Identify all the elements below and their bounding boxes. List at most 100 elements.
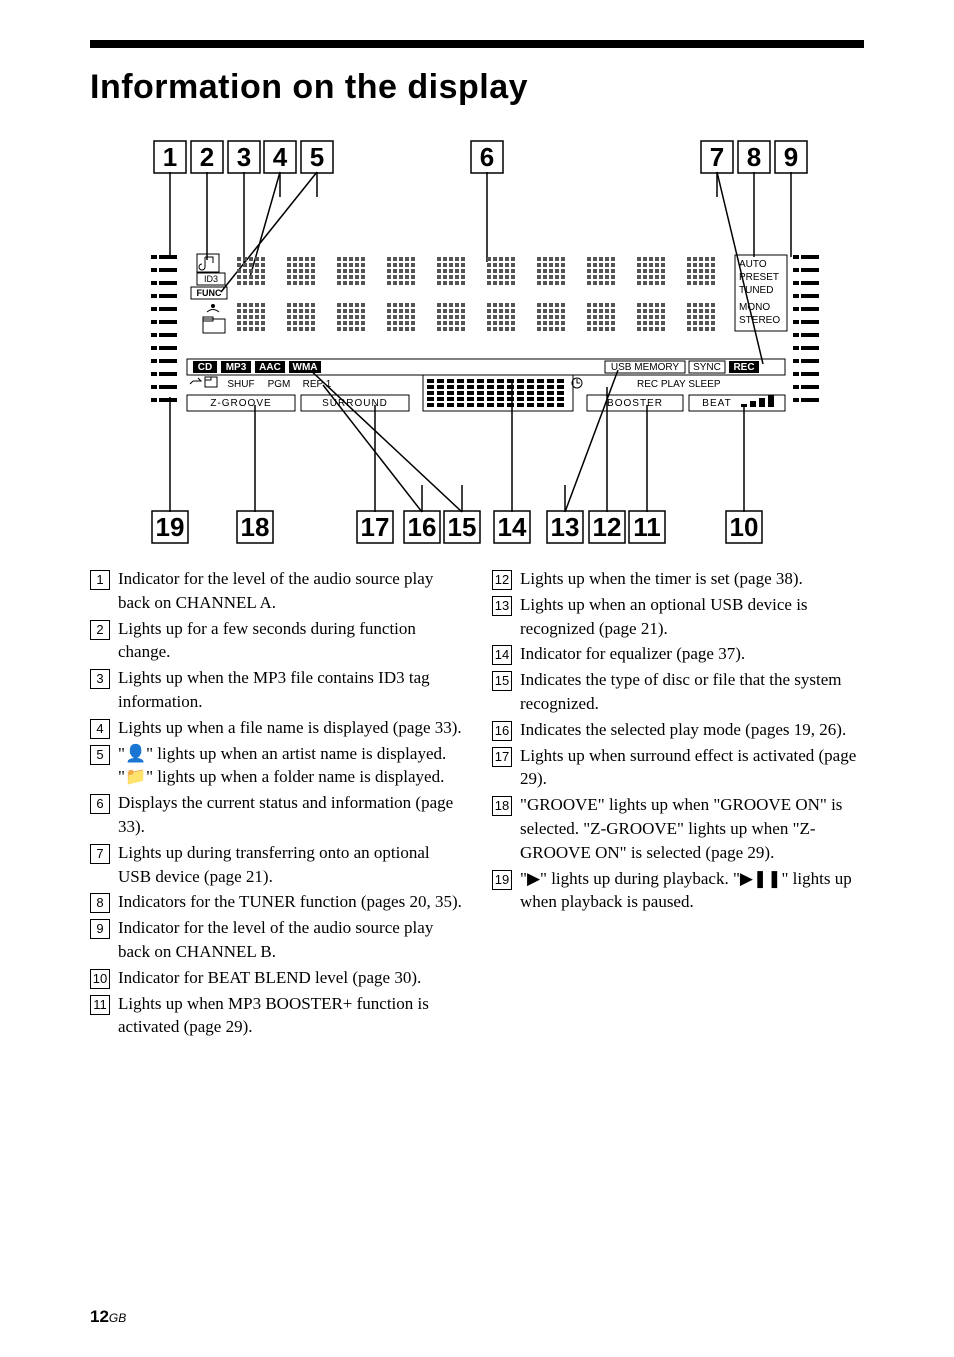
svg-text:REC PLAY SLEEP: REC PLAY SLEEP <box>637 379 721 390</box>
list-item: 19 "▶" lights up during playback. "▶❚❚" l… <box>492 867 864 915</box>
item-text: Indicator for equalizer (page 37). <box>520 642 864 666</box>
item-text: "GROOVE" lights up when "GROOVE ON" is s… <box>520 793 864 864</box>
list-item: 15 Indicates the type of disc or file tha… <box>492 668 864 716</box>
item-text: Indicator for the level of the audio sou… <box>118 567 462 615</box>
index-box: 17 <box>492 747 512 767</box>
list-item: 16 Indicates the selected play mode (page… <box>492 718 864 742</box>
item-text: Lights up when an optional USB device is… <box>520 593 864 641</box>
list-item: 10 Indicator for BEAT BLEND level (page 3… <box>90 966 462 990</box>
list-item: 7 Lights up during transferring onto an o… <box>90 841 462 889</box>
svg-text:4: 4 <box>273 142 288 172</box>
display-diagram: 123456789 19181716151413121110 ID3 <box>127 137 827 547</box>
item-text: Lights up when the timer is set (page 38… <box>520 567 864 591</box>
svg-text:7: 7 <box>710 142 724 172</box>
index-box: 7 <box>90 844 110 864</box>
list-item: 11 Lights up when MP3 BOOSTER+ function i… <box>90 992 462 1040</box>
list-item: 17 Lights up when surround effect is acti… <box>492 744 864 792</box>
svg-text:9: 9 <box>784 142 798 172</box>
display-svg: 123456789 19181716151413121110 ID3 <box>127 137 827 547</box>
page-number: 12GB <box>90 1307 126 1327</box>
list-item: 12 Lights up when the timer is set (page … <box>492 567 864 591</box>
item-text: Indicators for the TUNER function (pages… <box>118 890 462 914</box>
list-item: 4 Lights up when a file name is displayed… <box>90 716 462 740</box>
svg-text:18: 18 <box>241 512 270 542</box>
svg-text:PRESET: PRESET <box>739 272 779 283</box>
svg-text:14: 14 <box>498 512 527 542</box>
index-box: 14 <box>492 645 512 665</box>
svg-text:REP 1: REP 1 <box>303 379 332 390</box>
svg-text:STEREO: STEREO <box>739 315 780 326</box>
svg-text:REC: REC <box>733 362 754 373</box>
item-text: Lights up when a file name is displayed … <box>118 716 462 740</box>
svg-text:BEAT: BEAT <box>702 398 731 409</box>
index-box: 2 <box>90 620 110 640</box>
list-item: 5 "👤" lights up when an artist name is di… <box>90 742 462 790</box>
item-text: Lights up during transferring onto an op… <box>118 841 462 889</box>
list-item: 13 Lights up when an optional USB device … <box>492 593 864 641</box>
svg-text:USB MEMORY: USB MEMORY <box>611 362 679 373</box>
list-item: 3 Lights up when the MP3 file contains ID… <box>90 666 462 714</box>
item-text: Indicator for the level of the audio sou… <box>118 916 462 964</box>
list-item: 6 Displays the current status and informa… <box>90 791 462 839</box>
left-column: 1 Indicator for the level of the audio so… <box>90 567 462 1041</box>
index-box: 4 <box>90 719 110 739</box>
svg-text:8: 8 <box>747 142 761 172</box>
index-box: 15 <box>492 671 512 691</box>
svg-text:WMA: WMA <box>293 362 318 373</box>
svg-text:FUNC: FUNC <box>197 288 222 298</box>
index-box: 13 <box>492 596 512 616</box>
svg-text:15: 15 <box>448 512 477 542</box>
svg-text:AAC: AAC <box>259 362 281 373</box>
svg-text:SHUF: SHUF <box>227 379 254 390</box>
item-text: Indicates the selected play mode (pages … <box>520 718 864 742</box>
svg-text:12: 12 <box>593 512 622 542</box>
item-text: Indicates the type of disc or file that … <box>520 668 864 716</box>
index-box: 12 <box>492 570 512 590</box>
svg-text:5: 5 <box>310 142 324 172</box>
list-item: 2 Lights up for a few seconds during func… <box>90 617 462 665</box>
item-text: "👤" lights up when an artist name is dis… <box>118 742 462 790</box>
svg-text:ID3: ID3 <box>204 274 218 284</box>
item-text: Indicator for BEAT BLEND level (page 30)… <box>118 966 462 990</box>
right-column: 12 Lights up when the timer is set (page … <box>492 567 864 1041</box>
svg-text:Z-GROOVE: Z-GROOVE <box>210 398 271 409</box>
index-box: 6 <box>90 794 110 814</box>
item-text: Lights up when MP3 BOOSTER+ function is … <box>118 992 462 1040</box>
svg-text:17: 17 <box>361 512 390 542</box>
svg-text:CD: CD <box>198 362 212 373</box>
index-box: 18 <box>492 796 512 816</box>
svg-text:19: 19 <box>156 512 185 542</box>
svg-text:SURROUND: SURROUND <box>322 398 388 409</box>
index-box: 19 <box>492 870 512 890</box>
svg-text:MP3: MP3 <box>226 362 247 373</box>
item-text: Lights up when surround effect is activa… <box>520 744 864 792</box>
item-text: Lights up for a few seconds during funct… <box>118 617 462 665</box>
svg-text:10: 10 <box>730 512 759 542</box>
item-text: "▶" lights up during playback. "▶❚❚" lig… <box>520 867 864 915</box>
svg-text:6: 6 <box>480 142 494 172</box>
svg-text:PGM: PGM <box>268 379 291 390</box>
list-item: 18 "GROOVE" lights up when "GROOVE ON" is… <box>492 793 864 864</box>
item-text: Lights up when the MP3 file contains ID3… <box>118 666 462 714</box>
index-box: 16 <box>492 721 512 741</box>
svg-text:3: 3 <box>237 142 251 172</box>
svg-text:MONO: MONO <box>739 302 770 313</box>
index-box: 8 <box>90 893 110 913</box>
index-box: 1 <box>90 570 110 590</box>
description-columns: 1 Indicator for the level of the audio so… <box>90 567 864 1041</box>
svg-text:AUTO: AUTO <box>739 259 767 270</box>
index-box: 3 <box>90 669 110 689</box>
index-box: 5 <box>90 745 110 765</box>
svg-text:SYNC: SYNC <box>693 362 721 373</box>
item-text: Displays the current status and informat… <box>118 791 462 839</box>
list-item: 8 Indicators for the TUNER function (page… <box>90 890 462 914</box>
svg-text:TUNED: TUNED <box>739 285 773 296</box>
list-item: 9Indicator for the level of the audio so… <box>90 916 462 964</box>
index-box: 11 <box>90 995 110 1015</box>
svg-text:13: 13 <box>551 512 580 542</box>
svg-text:2: 2 <box>200 142 214 172</box>
page-title: Information on the display <box>90 68 864 107</box>
list-item: 1 Indicator for the level of the audio so… <box>90 567 462 615</box>
index-box: 10 <box>90 969 110 989</box>
svg-text:1: 1 <box>163 142 177 172</box>
